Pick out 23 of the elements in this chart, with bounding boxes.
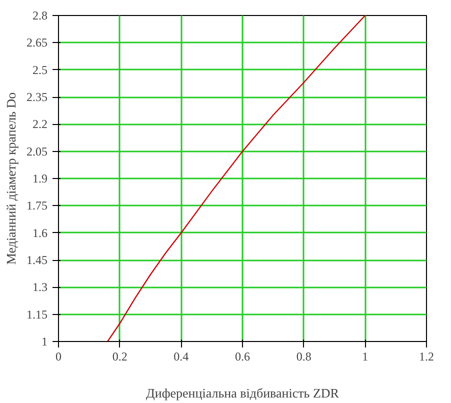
y-tick-label: 1.15: [26, 307, 48, 322]
y-tick-label: 1.75: [26, 198, 48, 213]
y-axis-title: Медіанний діаметр крапель Do: [4, 92, 18, 265]
x-axis-title: Диференціальна відбиваність ZDR: [146, 386, 340, 400]
y-tick-label: 1: [42, 334, 48, 348]
y-tick-label: 1.45: [26, 253, 48, 267]
y-tick-label: 1.3: [32, 280, 48, 294]
y-tick-label: 2.5: [32, 62, 48, 77]
x-tick-label: 0.8: [296, 350, 312, 364]
line-series: [106, 16, 366, 342]
y-tick-label: 1.6: [32, 226, 48, 240]
x-tick-label: 1: [362, 350, 368, 364]
y-tick-label: 2.8: [32, 8, 48, 22]
x-tick-label: 0.4: [174, 350, 189, 364]
y-tick-label: 1.9: [32, 172, 48, 186]
x-tick-label: 0: [56, 350, 62, 364]
y-tick-label: 2.05: [26, 144, 48, 158]
y-tick-label: 2.65: [26, 36, 48, 50]
y-tick-label: 2.35: [26, 90, 48, 104]
x-tick-label: 1.2: [419, 350, 434, 364]
x-tick-label: 0.6: [235, 350, 250, 364]
y-tick-label: 2.2: [32, 117, 48, 132]
x-tick-label: 0.2: [112, 350, 128, 364]
